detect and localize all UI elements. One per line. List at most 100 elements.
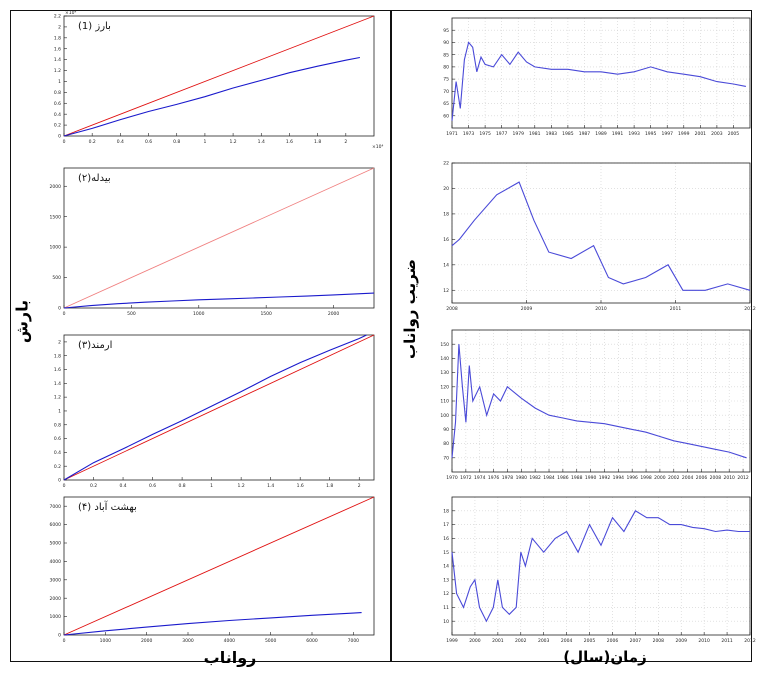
y-tick-label: 140 bbox=[440, 356, 449, 362]
x-tick-label: 0 bbox=[63, 311, 66, 317]
chart-p3: 0 0.2 0.4 0.6 0.8 1 1.2 1.4 1.6 1.8 2 0 0.2 0.4 0.6 0.8… bbox=[54, 334, 375, 489]
y-tick-label: 12 bbox=[443, 288, 449, 294]
y-tick-label: 85 bbox=[443, 52, 449, 58]
x-tick-label: 1975 bbox=[479, 131, 491, 137]
x-tick-label: 1995 bbox=[645, 131, 657, 137]
y-tick-label: 0.4 bbox=[54, 112, 61, 118]
x-tick-label: 1998 bbox=[640, 475, 652, 481]
y-tick-label: 1.8 bbox=[54, 35, 61, 41]
x-tick-label: 0 bbox=[63, 139, 66, 145]
y-tick-label: 90 bbox=[443, 40, 449, 46]
y-tick-label: 1 bbox=[58, 79, 61, 85]
y-tick-label: 1500 bbox=[50, 214, 62, 220]
x-tick-label: 1.8 bbox=[326, 483, 333, 489]
y-tick-label: 70 bbox=[443, 455, 449, 461]
x-tick-label: 2008 bbox=[710, 475, 722, 481]
x-tick-label: 2000 bbox=[654, 475, 666, 481]
x-tick-label: 0.2 bbox=[90, 483, 97, 489]
x-tick-label: 2006 bbox=[607, 638, 619, 644]
figure-border bbox=[10, 10, 752, 662]
x-tick-label: 2008 bbox=[446, 306, 458, 312]
y-tick-label: 0.8 bbox=[54, 422, 61, 428]
y-tick-label: 18 bbox=[443, 212, 449, 218]
left-y-axis-label: بارش bbox=[12, 299, 32, 344]
chart-r4: 1999 2000 2001 2002 2003 2004 2005 2006 2007 2008… bbox=[443, 496, 756, 644]
x-exponent-label: ×10⁴ bbox=[372, 144, 383, 150]
x-tick-label: 2004 bbox=[561, 638, 573, 644]
left-x-axis-label: رواناب bbox=[203, 648, 257, 667]
y-exponent-label: ×10⁴ bbox=[65, 10, 76, 16]
x-tick-label: 1.8 bbox=[314, 139, 321, 145]
x-tick-label: 1970 bbox=[446, 475, 458, 481]
x-tick-label: 1972 bbox=[460, 475, 472, 481]
series-line bbox=[63, 612, 362, 636]
x-tick-label: 1982 bbox=[529, 475, 541, 481]
plot-area bbox=[63, 15, 375, 137]
y-tick-label: 18 bbox=[443, 508, 449, 514]
x-tick-label: 2 bbox=[358, 483, 361, 489]
x-tick-label: 0 bbox=[63, 638, 66, 644]
y-tick-label: 0.8 bbox=[54, 90, 61, 96]
y-tick-label: 60 bbox=[443, 113, 449, 119]
y-tick-label: 14 bbox=[443, 262, 449, 268]
x-tick-label: 1000 bbox=[193, 311, 205, 317]
chart-title: بهشت آباد (۴) bbox=[78, 500, 137, 513]
x-tick-label: 1985 bbox=[562, 131, 574, 137]
y-tick-label: 0.6 bbox=[54, 436, 61, 442]
x-tick-label: 0.4 bbox=[119, 483, 126, 489]
y-tick-label: 0.2 bbox=[54, 123, 61, 129]
x-tick-label: 2006 bbox=[696, 475, 708, 481]
x-tick-label: 1993 bbox=[628, 131, 640, 137]
x-tick-label: 2001 bbox=[492, 638, 504, 644]
y-tick-label: 2000 bbox=[50, 596, 62, 602]
y-tick-label: 12 bbox=[443, 591, 449, 597]
x-tick-label: 1 bbox=[203, 139, 206, 145]
x-tick-label: 1000 bbox=[100, 638, 112, 644]
y-tick-label: 0 bbox=[58, 478, 61, 484]
x-tick-label: 1976 bbox=[488, 475, 500, 481]
chart-title: بیدله(۲) bbox=[78, 173, 111, 184]
x-tick-label: 1.2 bbox=[230, 139, 237, 145]
series-line bbox=[451, 510, 750, 623]
y-tick-label: 11 bbox=[443, 605, 449, 611]
y-tick-label: 16 bbox=[443, 237, 449, 243]
y-tick-label: 2.2 bbox=[54, 14, 61, 20]
x-tick-label: 1977 bbox=[496, 131, 508, 137]
y-tick-label: 150 bbox=[440, 342, 449, 348]
y-tick-label: 120 bbox=[440, 384, 449, 390]
y-tick-label: 130 bbox=[440, 370, 449, 376]
right-x-axis-label: زمان(سال) bbox=[563, 648, 647, 666]
x-tick-label: 2010 bbox=[595, 306, 607, 312]
x-tick-label: 1 bbox=[210, 483, 213, 489]
x-tick-label: 1500 bbox=[260, 311, 272, 317]
y-tick-label: 0.2 bbox=[54, 464, 61, 470]
y-tick-label: 6000 bbox=[50, 522, 62, 528]
series-line bbox=[63, 56, 361, 137]
x-tick-label: 1986 bbox=[557, 475, 569, 481]
x-tick-label: 1.6 bbox=[297, 483, 304, 489]
y-tick-label: 2 bbox=[58, 25, 61, 31]
y-tick-label: 100 bbox=[440, 413, 449, 419]
y-tick-label: 1.6 bbox=[54, 46, 61, 52]
y-tick-label: 70 bbox=[443, 89, 449, 95]
y-tick-label: 3000 bbox=[50, 577, 62, 583]
series-line bbox=[63, 15, 375, 137]
chart-p4: 0 1000 2000 3000 4000 5000 6000 7000 0 1000 2000 30… bbox=[50, 496, 375, 644]
x-tick-label: 2002 bbox=[668, 475, 680, 481]
x-tick-label: 2009 bbox=[676, 638, 688, 644]
y-tick-label: 15 bbox=[443, 550, 449, 556]
y-tick-label: 95 bbox=[443, 28, 449, 34]
y-tick-label: 80 bbox=[443, 441, 449, 447]
y-tick-label: 1 bbox=[58, 409, 61, 415]
series-line bbox=[451, 344, 747, 459]
x-tick-label: 2005 bbox=[584, 638, 596, 644]
plot-area bbox=[63, 334, 375, 481]
y-tick-label: 17 bbox=[443, 522, 449, 528]
y-tick-label: 0.6 bbox=[54, 101, 61, 107]
x-tick-label: 1973 bbox=[463, 131, 475, 137]
x-tick-label: 2005 bbox=[728, 131, 740, 137]
series-line bbox=[451, 181, 751, 291]
x-tick-label: 2010 bbox=[698, 638, 710, 644]
x-tick-label: 1984 bbox=[543, 475, 555, 481]
chart-r1: 1971 1973 1975 1977 1979 1981 1983 1985 1987 1989… bbox=[443, 17, 751, 137]
